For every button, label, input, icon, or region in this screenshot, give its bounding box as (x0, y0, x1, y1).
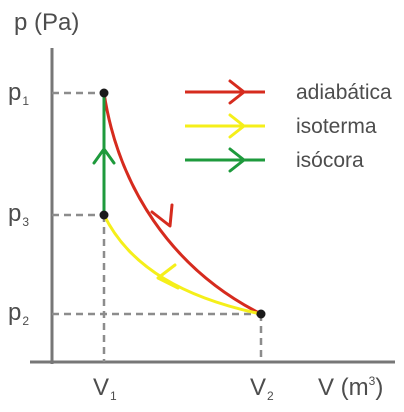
point-state-1 (99, 88, 109, 98)
isotherm-curve (102, 214, 262, 316)
legend-adiabatic-label: adiabática (296, 81, 392, 104)
legend-isochoric-label: isócora (296, 149, 364, 172)
legend-item-isotherm: isoterma (185, 113, 377, 139)
v1-label-sub: 1 (110, 389, 117, 403)
legend-isotherm-arrow (228, 113, 246, 139)
p3-label: p3 (8, 200, 29, 229)
isochoric-direction-arrow (92, 147, 116, 165)
p1-label-base: p (8, 79, 21, 106)
p1-label-sub: 1 (22, 94, 29, 108)
v1-label: V1 (93, 374, 117, 403)
adiabatic-direction-arrow (150, 203, 174, 228)
p2-label-base: p (8, 299, 21, 326)
legend-isochoric-arrow (228, 147, 246, 173)
legend: adiabática isoterma isócora (185, 79, 392, 173)
p3-label-sub: 3 (22, 215, 29, 229)
adiabatic-curve (102, 92, 262, 316)
reference-lines (52, 91, 263, 362)
p3-label-base: p (8, 200, 21, 227)
x-axis-title-close: ) (375, 374, 383, 401)
p2-label: p2 (8, 299, 29, 328)
point-state-3 (99, 210, 109, 220)
legend-item-isochoric: isócora (185, 147, 364, 173)
x-axis-title-main: V (m (318, 374, 369, 401)
p1-label: p1 (8, 79, 29, 108)
v2-label-base: V (250, 374, 266, 401)
v2-label-sub: 2 (267, 389, 274, 403)
x-axis-title: V (m3) (318, 374, 383, 401)
point-state-2 (256, 309, 266, 319)
legend-adiabatic-arrow (228, 79, 246, 105)
p2-label-sub: 2 (22, 314, 29, 328)
isotherm-direction-arrow (156, 263, 180, 290)
v2-label: V2 (250, 374, 274, 403)
v1-label-base: V (93, 374, 109, 401)
legend-item-adiabatic: adiabática (185, 79, 392, 105)
x-axis-title-sup: 3 (369, 374, 376, 388)
legend-isotherm-label: isoterma (296, 115, 377, 138)
y-axis-title: p (Pa) (14, 9, 79, 36)
